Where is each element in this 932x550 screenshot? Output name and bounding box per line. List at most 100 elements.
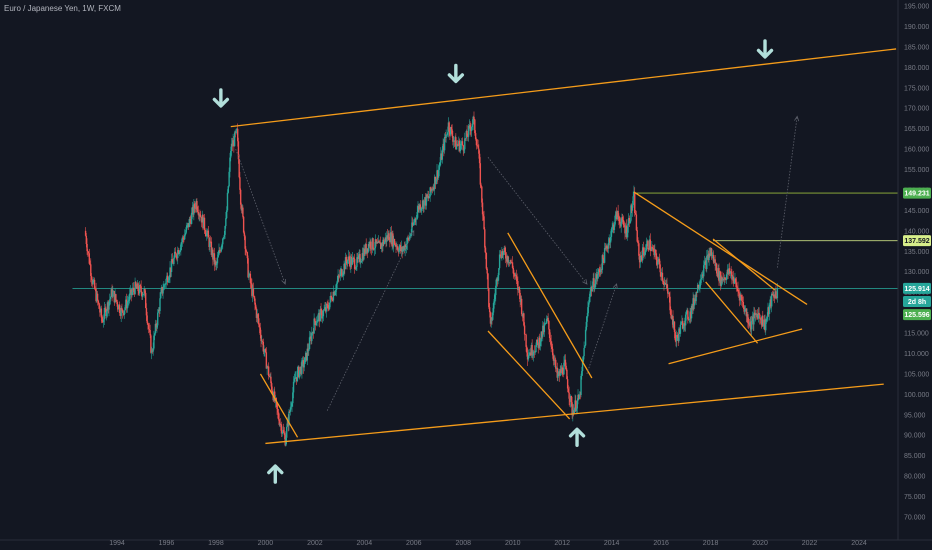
candle[interactable] bbox=[141, 290, 143, 300]
candle[interactable] bbox=[88, 248, 90, 265]
candle[interactable] bbox=[427, 191, 430, 202]
candle[interactable] bbox=[165, 277, 167, 289]
candle[interactable] bbox=[177, 247, 180, 255]
candle[interactable] bbox=[478, 150, 481, 169]
candle[interactable] bbox=[481, 198, 484, 221]
candle[interactable] bbox=[353, 256, 355, 264]
candle[interactable] bbox=[497, 273, 499, 285]
candle[interactable] bbox=[652, 245, 655, 252]
candle[interactable] bbox=[109, 293, 111, 306]
candle[interactable] bbox=[528, 352, 530, 356]
candle[interactable] bbox=[711, 248, 713, 259]
candle[interactable] bbox=[430, 186, 432, 193]
candle[interactable] bbox=[360, 257, 362, 268]
candle[interactable] bbox=[728, 263, 730, 276]
candle[interactable] bbox=[98, 302, 100, 310]
candle[interactable] bbox=[305, 352, 308, 362]
candle[interactable] bbox=[493, 293, 495, 309]
candle[interactable] bbox=[163, 280, 165, 291]
candle[interactable] bbox=[734, 272, 736, 284]
candle[interactable] bbox=[431, 186, 434, 194]
candle[interactable] bbox=[752, 314, 754, 331]
candle[interactable] bbox=[367, 241, 370, 254]
candle[interactable] bbox=[511, 261, 513, 264]
candle[interactable] bbox=[542, 321, 544, 342]
candle[interactable] bbox=[682, 324, 685, 332]
candle[interactable] bbox=[301, 356, 304, 366]
candle[interactable] bbox=[561, 362, 563, 376]
candle[interactable] bbox=[764, 314, 766, 333]
candle[interactable] bbox=[279, 422, 281, 428]
candle[interactable] bbox=[386, 231, 388, 247]
candle[interactable] bbox=[217, 250, 219, 258]
candle[interactable] bbox=[551, 343, 554, 359]
candle[interactable] bbox=[136, 279, 139, 289]
candle[interactable] bbox=[377, 235, 380, 244]
candle[interactable] bbox=[498, 268, 500, 281]
candle[interactable] bbox=[242, 215, 245, 234]
candle[interactable] bbox=[771, 290, 774, 296]
candle[interactable] bbox=[174, 247, 177, 254]
candle[interactable] bbox=[138, 286, 140, 296]
candle[interactable] bbox=[112, 289, 115, 292]
candle[interactable] bbox=[147, 321, 149, 330]
candle[interactable] bbox=[670, 309, 673, 320]
candle[interactable] bbox=[311, 326, 313, 345]
candle[interactable] bbox=[536, 339, 538, 347]
candle[interactable] bbox=[278, 413, 280, 427]
candle[interactable] bbox=[608, 234, 610, 246]
candle[interactable] bbox=[184, 229, 187, 237]
candle[interactable] bbox=[452, 136, 455, 149]
candle[interactable] bbox=[424, 196, 426, 206]
candle[interactable] bbox=[624, 222, 626, 240]
price-axis[interactable]: 195.000190.000185.000180.000175.000170.0… bbox=[897, 0, 931, 540]
candle[interactable] bbox=[96, 291, 99, 306]
candle[interactable] bbox=[762, 319, 765, 330]
candle[interactable] bbox=[620, 218, 622, 233]
candle[interactable] bbox=[432, 184, 434, 192]
candle[interactable] bbox=[605, 243, 607, 251]
trendline[interactable] bbox=[259, 373, 299, 438]
candle[interactable] bbox=[749, 317, 751, 332]
candle[interactable] bbox=[239, 171, 241, 195]
candle[interactable] bbox=[358, 249, 360, 262]
candle[interactable] bbox=[256, 309, 258, 323]
candle[interactable] bbox=[112, 285, 114, 299]
candle[interactable] bbox=[245, 246, 247, 256]
candle[interactable] bbox=[670, 306, 672, 319]
candle[interactable] bbox=[280, 418, 282, 431]
candle[interactable] bbox=[484, 227, 486, 253]
candle[interactable] bbox=[775, 296, 778, 300]
candle[interactable] bbox=[512, 265, 515, 279]
candle[interactable] bbox=[202, 213, 204, 231]
candle[interactable] bbox=[494, 288, 496, 305]
candle[interactable] bbox=[702, 271, 704, 279]
candle[interactable] bbox=[178, 250, 180, 257]
candle[interactable] bbox=[615, 207, 618, 221]
candle[interactable] bbox=[140, 280, 142, 296]
candle[interactable] bbox=[557, 372, 559, 382]
candle[interactable] bbox=[117, 305, 119, 310]
candle[interactable] bbox=[604, 243, 607, 251]
candle[interactable] bbox=[394, 241, 396, 247]
candle[interactable] bbox=[569, 394, 572, 408]
candle[interactable] bbox=[675, 334, 677, 347]
candle[interactable] bbox=[303, 357, 305, 372]
candle[interactable] bbox=[476, 139, 478, 147]
candle[interactable] bbox=[295, 377, 298, 385]
candle[interactable] bbox=[471, 119, 474, 130]
candle[interactable] bbox=[621, 213, 623, 224]
candle[interactable] bbox=[108, 301, 110, 317]
candle[interactable] bbox=[725, 272, 728, 285]
candle[interactable] bbox=[724, 277, 726, 283]
candle[interactable] bbox=[737, 281, 739, 297]
candle[interactable] bbox=[472, 115, 474, 131]
candle[interactable] bbox=[351, 252, 354, 266]
candle[interactable] bbox=[208, 235, 210, 251]
candle[interactable] bbox=[94, 286, 97, 292]
candle[interactable] bbox=[669, 291, 671, 314]
candle[interactable] bbox=[437, 169, 439, 184]
candle[interactable] bbox=[292, 387, 294, 407]
candle[interactable] bbox=[320, 303, 322, 315]
candle[interactable] bbox=[284, 431, 286, 447]
